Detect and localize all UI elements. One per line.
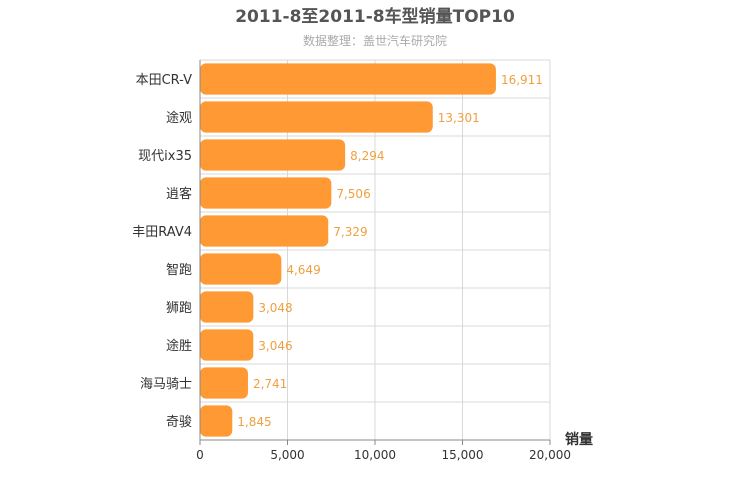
bar (200, 405, 233, 437)
x-tick-label: 5,000 (270, 448, 304, 462)
bar (200, 215, 329, 247)
data-label: 3,046 (258, 339, 292, 353)
bars: 16,911 13,301 8,294 7,506 7,329 4,649 3,048 3,0… (200, 63, 543, 437)
bar (200, 253, 282, 285)
category-label: 途观 (166, 110, 192, 126)
data-label: 7,506 (336, 187, 370, 201)
grid-lines (200, 59, 551, 441)
data-label: 1,845 (237, 415, 271, 429)
category-label: 狮跑 (166, 301, 192, 316)
bar (200, 291, 254, 323)
x-tick-label: 20,000 (529, 448, 571, 462)
data-label: 13,301 (438, 111, 480, 125)
x-tick-label: 10,000 (354, 448, 396, 462)
category-label: 海马骑士 (140, 377, 192, 392)
chart-subtitle: 数据整理：盖世汽车研究院 (303, 33, 447, 48)
bar (200, 101, 433, 133)
bar (200, 367, 248, 399)
x-tick-label: 15,000 (442, 448, 484, 462)
bar (200, 63, 496, 95)
category-label: 现代ix35 (138, 149, 192, 164)
category-label: 奇骏 (166, 414, 192, 430)
data-label: 3,048 (258, 301, 292, 315)
category-label: 途胜 (166, 338, 192, 354)
category-label: 丰田RAV4 (132, 225, 192, 240)
bar (200, 177, 332, 209)
chart-title: 2011-8至2011-8车型销量TOP10 (235, 6, 515, 27)
data-label: 2,741 (253, 377, 287, 391)
data-label: 4,649 (286, 263, 320, 277)
x-axis-name: 销量 (565, 431, 593, 448)
x-tick-label: 0 (196, 448, 204, 462)
category-label: 逍客 (166, 186, 192, 202)
data-label: 8,294 (350, 149, 384, 163)
bar (200, 139, 346, 171)
bar (200, 329, 254, 361)
data-label: 16,911 (501, 73, 543, 87)
data-label: 7,329 (333, 225, 367, 239)
category-label: 智跑 (166, 263, 192, 278)
category-label: 本田CR-V (136, 73, 193, 88)
